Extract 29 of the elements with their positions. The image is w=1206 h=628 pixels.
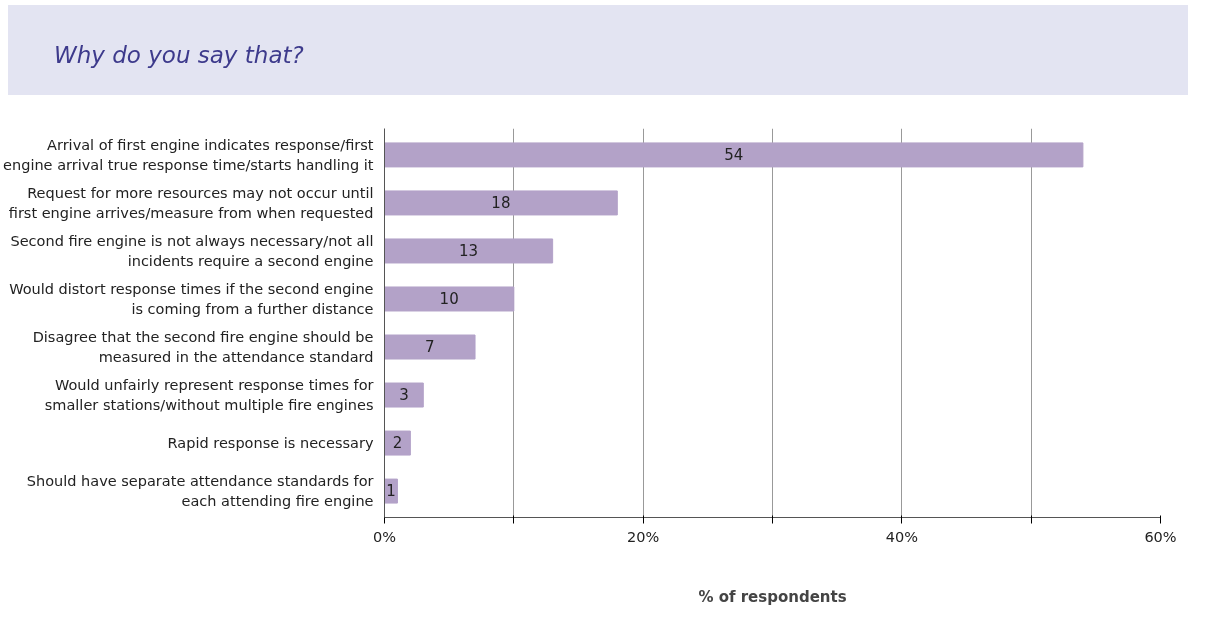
bar [384,334,476,360]
x-tick-label: 60% [1144,528,1177,545]
x-axis-title: % of respondents [698,587,847,606]
y-tick-label: Second fire engine is not always necessary/not all incidents require a second engine [10,233,374,269]
text: Why do you say that? [54,41,304,70]
x-tick-label: 40% [885,528,918,545]
y-tick-label: Should have separate attendance standards for each attending fire engine [26,473,374,509]
data-label: 7 [424,338,435,357]
data-label: 3 [399,386,409,405]
x-tick-label: 20% [627,528,660,545]
x-tick-label: 0% [373,528,397,545]
bar [384,142,1084,168]
bar [384,190,618,216]
y-tick-label: Would unfairly represent response times for smaller stations/without multiple fire engines [44,377,374,413]
data-label: 18 [491,193,511,212]
y-tick-label: Would distort response times if the second engine is coming from a further distance [9,281,374,317]
y-tick-label: Request for more resources may not occur until first engine arrives/measure from when requested [8,185,374,221]
bar [384,430,411,456]
y-tick-label: Arrival of first engine indicates response/first engine arrival true response time/starts handling it [3,137,374,173]
data-label: 2 [392,434,403,453]
data-label: 1 [386,482,396,501]
data-label: 13 [459,241,479,260]
data-label: 10 [439,289,459,308]
bar [384,286,515,312]
bar [384,382,424,408]
bar [384,238,554,264]
data-label: 54 [724,145,744,164]
y-tick-label: Disagree that the second fire engine should be measured in the attendance standard [32,329,374,365]
y-tick-label: Rapid response is necessary [167,435,374,452]
